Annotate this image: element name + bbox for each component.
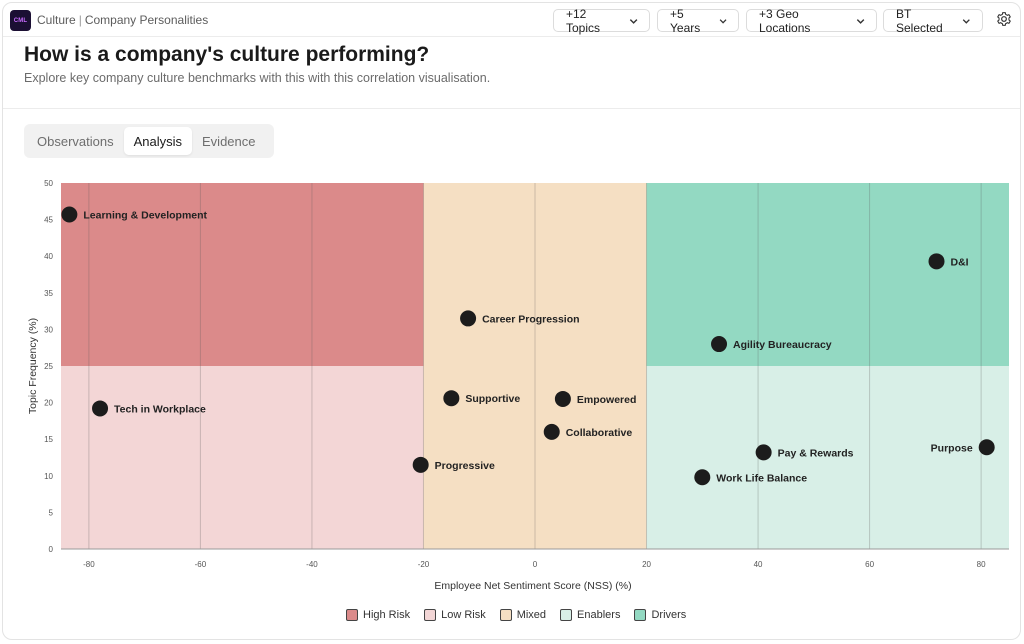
legend-item-low-risk[interactable]: Low Risk (424, 609, 486, 621)
region-drivers (646, 183, 1009, 366)
data-point-label: Collaborative (566, 427, 633, 439)
region-low-risk (61, 366, 424, 549)
legend-label: Drivers (651, 609, 687, 621)
x-tick-label: 40 (754, 560, 763, 569)
chart-legend: High Risk Low Risk Mixed Enablers Driver… (346, 609, 686, 621)
legend-label: Low Risk (441, 609, 486, 621)
logo-text: CML (13, 17, 28, 24)
legend-item-enablers[interactable]: Enablers (560, 609, 620, 621)
legend-swatch-drivers (634, 609, 647, 621)
y-tick-label: 45 (44, 216, 53, 225)
data-point[interactable] (711, 336, 728, 353)
legend-swatch-mixed (499, 609, 512, 621)
y-tick-label: 15 (44, 435, 53, 444)
chevron-down-icon (963, 18, 971, 24)
breadcrumb-page: Company Personalities (84, 13, 209, 27)
legend-item-mixed[interactable]: Mixed (499, 609, 547, 621)
legend-label: Enablers (577, 609, 621, 621)
y-tick-label: 5 (49, 508, 54, 517)
data-point[interactable] (978, 439, 995, 456)
region-enablers (646, 366, 1009, 549)
y-tick-label: 25 (44, 362, 53, 371)
chevron-down-icon (629, 18, 638, 24)
x-tick-label: -60 (195, 560, 207, 569)
page-subtitle: Explore key company culture benchmarks w… (24, 71, 491, 85)
company-filter[interactable]: BT Selected (883, 6, 983, 35)
data-point-label: Pay & Rewards (778, 447, 854, 459)
x-axis-label: Employee Net Sentiment Score (NSS) (%) (434, 580, 631, 592)
scatter-chart: 0 5 10 15 20 25 30 35 40 45 50 -80 -60 -40 -20 0 20 40 60 8… (27, 179, 1009, 592)
chevron-down-icon (856, 18, 865, 24)
company-filter-label: BT Selected (896, 6, 943, 35)
region-mixed (423, 183, 647, 549)
data-point[interactable] (443, 390, 460, 407)
gear-icon[interactable] (996, 11, 1012, 27)
years-filter[interactable]: +5 Years (657, 6, 739, 35)
x-tick-label: 80 (977, 560, 986, 569)
legend-swatch-enablers (560, 609, 573, 621)
legend-item-drivers[interactable]: Drivers (634, 609, 686, 621)
y-axis-label: Topic Frequency (%) (27, 318, 39, 414)
tab-analysis[interactable]: Analysis (123, 127, 193, 155)
legend-swatch-low-risk (424, 609, 437, 621)
top-bar: CML Culture | Company Personalities +12 To… (3, 3, 1020, 37)
legend-swatch-high-risk (346, 609, 358, 621)
x-tick-label: -80 (83, 560, 95, 569)
data-point-label: Career Progression (482, 313, 579, 325)
data-point-label: Work Life Balance (716, 472, 807, 484)
x-tick-label: -40 (306, 560, 318, 569)
data-point[interactable] (92, 400, 109, 417)
x-tick-label: 0 (533, 560, 538, 569)
y-tick-label: 40 (44, 252, 53, 261)
y-tick-label: 20 (44, 399, 53, 408)
years-filter-label: +5 Years (670, 6, 701, 35)
data-point[interactable] (755, 444, 772, 461)
legend-label: Mixed (516, 609, 547, 621)
x-tick-label: -20 (418, 560, 430, 569)
y-tick-label: 30 (44, 325, 53, 334)
header-divider (3, 108, 1020, 109)
region-high-risk (61, 183, 424, 366)
legend-item-high-risk[interactable]: High Risk (346, 609, 410, 621)
legend-label: High Risk (363, 609, 411, 621)
tab-evidence[interactable]: Evidence (202, 133, 256, 149)
y-tick-label: 0 (49, 545, 54, 554)
data-point-label: Tech in Workplace (114, 403, 206, 415)
tab-observations[interactable]: Observations (37, 133, 114, 149)
y-tick-label: 10 (44, 472, 53, 481)
x-tick-label: 20 (642, 560, 651, 569)
app-logo[interactable]: CML (10, 10, 31, 31)
y-tick-label: 50 (44, 179, 53, 188)
data-point[interactable] (694, 469, 711, 486)
breadcrumb: Culture | Company Personalities (37, 13, 208, 27)
data-point-label: Learning & Development (83, 209, 207, 221)
data-point-label: Progressive (435, 460, 495, 472)
x-tick-label: 60 (865, 560, 874, 569)
data-point[interactable] (61, 206, 78, 223)
breadcrumb-section[interactable]: Culture (37, 13, 76, 27)
chevron-down-icon (719, 18, 727, 24)
page-title: How is a company's culture performing? (24, 43, 430, 66)
data-point[interactable] (928, 253, 945, 270)
geo-locations-filter[interactable]: +3 Geo Locations (746, 6, 877, 35)
data-point-label: Agility Bureaucracy (733, 339, 832, 351)
topics-filter[interactable]: +12 Topics (553, 6, 650, 35)
data-point-label: D&I (951, 256, 969, 268)
data-point[interactable] (412, 456, 429, 473)
view-tabs: Observations Analysis Evidence (24, 124, 274, 158)
data-point-label: Supportive (465, 393, 520, 405)
data-point[interactable] (543, 423, 560, 440)
data-point[interactable] (554, 390, 571, 407)
data-point-label: Empowered (577, 394, 637, 406)
y-tick-label: 35 (44, 289, 53, 298)
data-point-label: Purpose (931, 442, 973, 454)
breadcrumb-separator: | (78, 13, 82, 27)
data-point[interactable] (460, 310, 477, 327)
topics-filter-label: +12 Topics (566, 6, 601, 35)
geo-locations-filter-label: +3 Geo Locations (759, 6, 811, 35)
